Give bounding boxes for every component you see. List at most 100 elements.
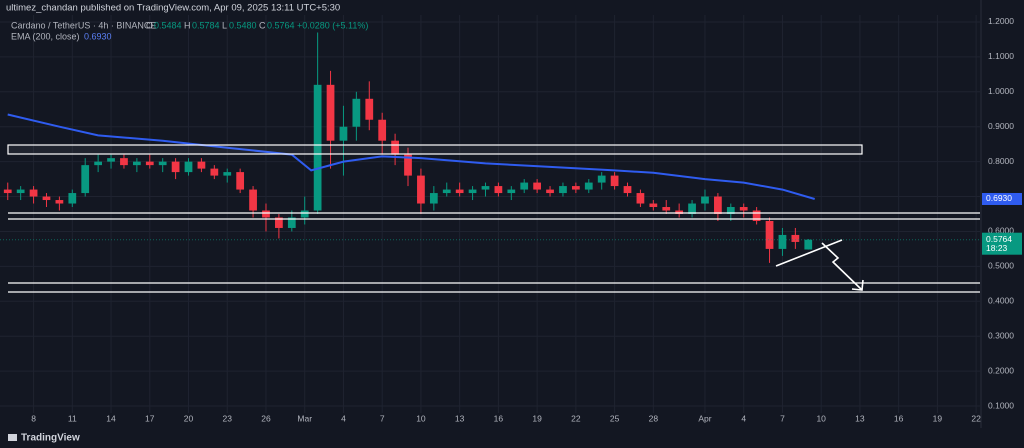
- price-axis: [981, 0, 1024, 428]
- x-tick-label: 10: [816, 413, 826, 423]
- x-tick-label: 16: [894, 413, 904, 423]
- candle-body: [236, 172, 245, 190]
- candle-body: [546, 189, 554, 194]
- candle-body: [791, 234, 800, 242]
- resistance-zone: [7, 144, 863, 155]
- x-tick-label: 16: [494, 413, 504, 423]
- candle-body: [778, 234, 787, 249]
- x-tick-label: 26: [261, 413, 271, 423]
- candle-body: [68, 193, 77, 204]
- x-tick-label: 13: [855, 413, 865, 423]
- candle-body: [636, 193, 645, 204]
- candle-body: [145, 161, 154, 166]
- x-tick-label: 8: [31, 413, 36, 423]
- x-tick-label: 17: [145, 413, 155, 423]
- candle-body: [197, 161, 206, 169]
- x-tick-label: 20: [184, 413, 194, 423]
- candle-body: [223, 172, 232, 176]
- symbol: Cardano / TetherUS · 4h · BINANCE: [11, 20, 156, 30]
- ema-value: 0.6930: [84, 31, 112, 41]
- x-tick-label: Apr: [698, 413, 711, 423]
- x-tick-label: 4: [341, 413, 346, 423]
- y-tick-label: 0.8000: [988, 156, 1014, 166]
- y-tick-label: 0.6000: [988, 226, 1014, 236]
- candle-body: [429, 193, 438, 204]
- countdown: 18:23: [986, 243, 1008, 253]
- ema-name: EMA (200, close): [11, 31, 80, 41]
- x-tick-label: 11: [68, 413, 77, 423]
- candle-body: [623, 186, 632, 194]
- y-tick-label: 0.1000: [988, 400, 1014, 410]
- candle-body: [42, 196, 51, 201]
- x-tick-label: 14: [106, 413, 116, 423]
- candle-body: [184, 161, 193, 173]
- x-tick-label: 25: [610, 413, 620, 423]
- ohlc-value: 0.5480: [229, 20, 257, 30]
- candle-body: [571, 186, 580, 190]
- trend-line: [775, 239, 843, 267]
- candle-body: [765, 220, 774, 249]
- header: ultimez_chandan published on TradingView…: [6, 3, 340, 14]
- candle-body: [417, 175, 425, 204]
- candle-body: [404, 154, 412, 176]
- drawings: [7, 144, 980, 293]
- y-tick-label: 0.9000: [988, 121, 1014, 131]
- ema-tag: [982, 192, 1022, 205]
- x-tick-label: 7: [380, 413, 385, 423]
- ohlc-key: O: [146, 20, 153, 30]
- y-tick-label: 1.2000: [988, 16, 1014, 26]
- candle-body: [171, 161, 180, 173]
- y-tick-label: 0.5000: [988, 261, 1014, 271]
- x-tick-label: 22: [971, 413, 981, 423]
- candle-body: [81, 165, 90, 194]
- x-tick-label: 13: [455, 413, 465, 423]
- candle-body: [391, 140, 399, 155]
- ohlc-value: 0.5784: [192, 20, 220, 30]
- candle-body: [132, 161, 141, 166]
- candle-body: [662, 207, 671, 211]
- ohlc-value: 0.5764: [267, 20, 295, 30]
- candle-body: [300, 210, 309, 218]
- x-tick-label: 10: [416, 413, 426, 423]
- candle-body: [55, 200, 64, 204]
- logo: [8, 434, 17, 441]
- x-tick-label: 7: [780, 413, 785, 423]
- ema-line: [7, 113, 815, 200]
- candle-body: [597, 175, 606, 183]
- y-tick-label: 0.3000: [988, 330, 1014, 340]
- footer-bar: [0, 428, 1024, 448]
- candle-body: [584, 182, 593, 190]
- candle-body: [339, 126, 348, 141]
- candle-body: [468, 189, 477, 194]
- y-tick-label: 0.2000: [988, 365, 1014, 375]
- x-tick-label: 28: [649, 413, 659, 423]
- candle-body: [649, 203, 658, 208]
- x-tick-label: 4: [741, 413, 746, 423]
- ohlc-key: H: [184, 20, 191, 30]
- footer-brand: TradingView: [21, 433, 80, 444]
- candle-body: [507, 189, 516, 194]
- y-tick-label: 0.4000: [988, 296, 1014, 306]
- grid: 8 11 14 17 20 23 26 Mar 4 7 10 13 16 19 22 25 28 Apr 4 7 10 1…: [0, 15, 981, 423]
- candle-body: [688, 203, 696, 214]
- axis: 1.20001.10001.00000.90000.80000.70000.60…: [982, 16, 1022, 410]
- ohlc-key: C: [259, 20, 266, 30]
- price-tag-label: 0.5764: [986, 234, 1012, 244]
- ema-tag-label: 0.6930: [986, 193, 1012, 203]
- arrow-head: [851, 279, 864, 291]
- x-tick-label: 19: [532, 413, 542, 423]
- candle-body: [3, 189, 12, 194]
- candle-body: [378, 119, 387, 141]
- candle-body: [481, 186, 490, 190]
- ohlc-key: L: [222, 20, 227, 30]
- change: +0.0280 (+5.11%): [297, 20, 368, 30]
- candle-body: [610, 175, 619, 187]
- price-tag: [982, 232, 1022, 255]
- candle-body: [249, 189, 257, 211]
- candle-body: [739, 207, 748, 211]
- candle-body: [275, 217, 283, 228]
- ohlc-value: 0.5484: [154, 20, 182, 30]
- candle-body: [352, 98, 361, 127]
- candle-body: [752, 210, 761, 221]
